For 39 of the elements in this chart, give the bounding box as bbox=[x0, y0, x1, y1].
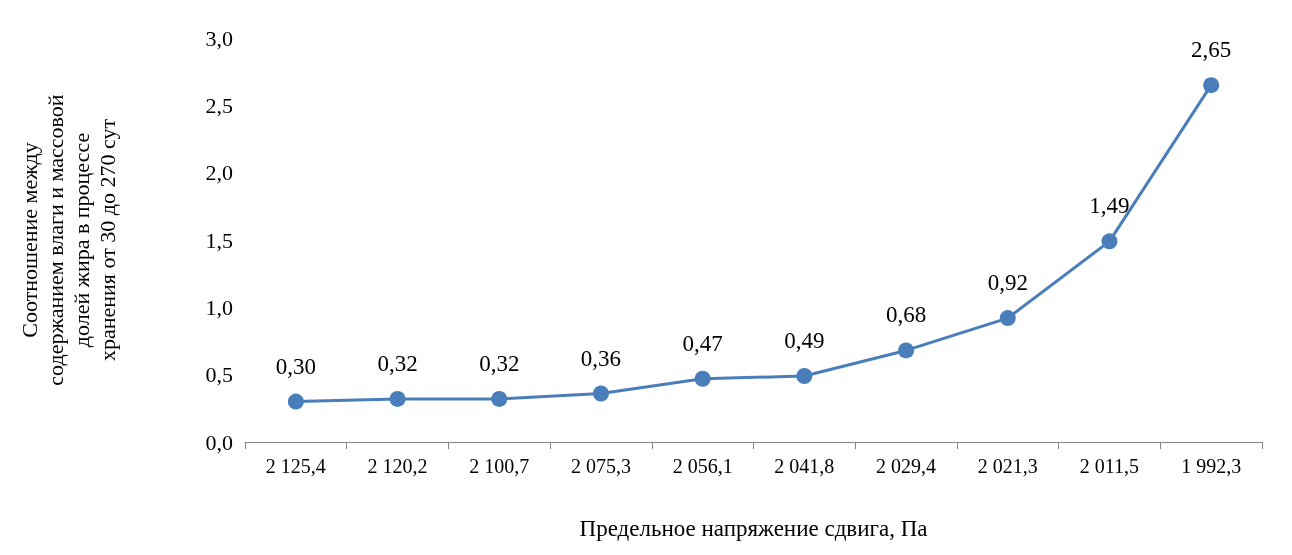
data-label: 1,49 bbox=[1089, 193, 1130, 219]
x-tick-label: 2 056,1 bbox=[672, 455, 733, 477]
y-tick-label: 1,5 bbox=[205, 227, 233, 253]
y-tick-label: 0,0 bbox=[205, 429, 233, 455]
data-label: 0,32 bbox=[377, 350, 418, 376]
data-label: 0,49 bbox=[784, 328, 825, 354]
point bbox=[491, 390, 508, 407]
point bbox=[1101, 233, 1118, 250]
point bbox=[592, 385, 609, 402]
y-tick-label: 2,0 bbox=[205, 160, 233, 186]
x-tick-label: 2 100,7 bbox=[469, 455, 530, 477]
point bbox=[389, 390, 406, 407]
point bbox=[694, 370, 711, 387]
x-tick-label: 2 021,3 bbox=[977, 455, 1038, 477]
data-label: 0,47 bbox=[682, 330, 723, 356]
y-tick-label: 0,5 bbox=[205, 362, 233, 388]
point bbox=[898, 342, 915, 359]
x-tick-label: 1 992,3 bbox=[1181, 455, 1242, 477]
y-axis-title: Соотношение между содержанием влаги и массовой долей жира в процессе хранения от 30 до 270 сут bbox=[16, 94, 120, 386]
x-tick-label: 2 125,4 bbox=[265, 455, 326, 477]
point bbox=[287, 393, 304, 410]
data-label: 0,36 bbox=[580, 345, 622, 371]
x-tick-label: 2 120,2 bbox=[367, 455, 428, 477]
point bbox=[999, 310, 1016, 327]
x-tick-label: 2 011,5 bbox=[1079, 455, 1140, 477]
point bbox=[796, 368, 813, 385]
x-tick-label: 2 041,8 bbox=[774, 455, 835, 477]
y-tick-label: 2,5 bbox=[205, 92, 233, 118]
data-label: 0,32 bbox=[479, 350, 520, 376]
x-tick-label: 2 029,4 bbox=[876, 455, 937, 477]
x-tick-label: 2 075,3 bbox=[570, 455, 631, 477]
data-label: 0,68 bbox=[885, 302, 927, 328]
data-label: 0,30 bbox=[275, 353, 316, 379]
y-tick-label: 1,0 bbox=[205, 294, 233, 320]
data-label: 2,65 bbox=[1191, 37, 1232, 63]
data-label: 0,92 bbox=[987, 270, 1028, 296]
point bbox=[1203, 77, 1220, 94]
x-axis-title: Предельное напряжение сдвига, Па bbox=[579, 516, 928, 541]
y-tick-label: 3,0 bbox=[205, 25, 233, 51]
